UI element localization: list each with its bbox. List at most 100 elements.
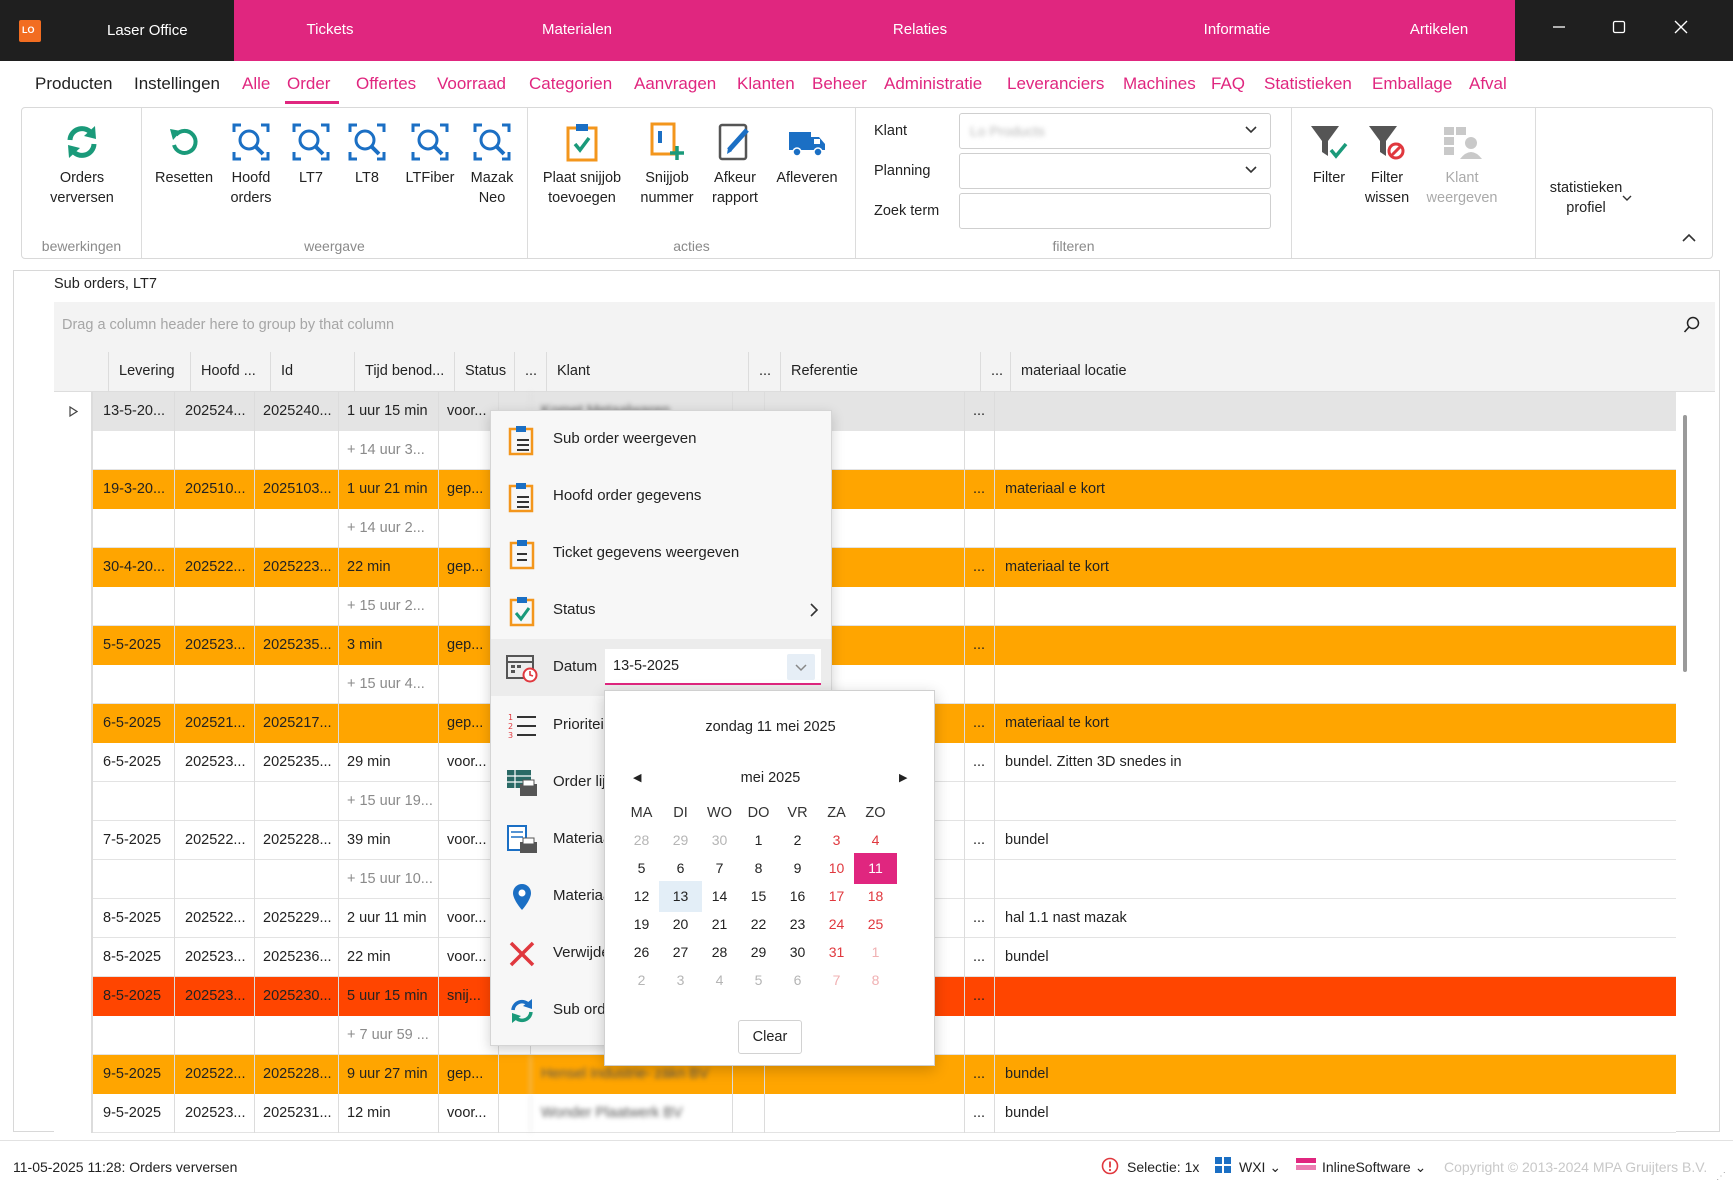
- calendar-day[interactable]: 1: [754, 832, 763, 848]
- menu-item-status[interactable]: Status: [491, 582, 831, 639]
- menu-item-datum[interactable]: Datum 13-5-2025: [491, 639, 831, 696]
- selectie-status[interactable]: Selectie: 1x: [1127, 1159, 1200, 1175]
- row-header[interactable]: [54, 665, 92, 704]
- nav-relaties[interactable]: Relaties: [892, 21, 948, 38]
- nav-informatie[interactable]: Informatie: [1203, 21, 1271, 38]
- calendar-day[interactable]: 3: [832, 832, 841, 848]
- calendar-day[interactable]: 23: [789, 916, 806, 932]
- calendar-day[interactable]: 4: [715, 972, 724, 988]
- afleveren-button[interactable]: Afleveren: [768, 116, 846, 188]
- calendar-day[interactable]: 16: [789, 888, 806, 904]
- menu-klanten[interactable]: Klanten: [737, 74, 795, 93]
- row-header[interactable]: [54, 821, 92, 860]
- col-hoofd[interactable]: Hoofd ...: [190, 352, 270, 392]
- orders-verversen-button[interactable]: Orders verversen: [32, 116, 132, 208]
- snijjob-nummer-button[interactable]: Snijjob nummer: [632, 116, 702, 208]
- col-materiaal-locatie[interactable]: materiaal locatie: [1010, 352, 1680, 392]
- calendar-day[interactable]: 28: [633, 832, 650, 848]
- previous-month-icon[interactable]: ◀: [633, 772, 642, 784]
- calendar-day[interactable]: 27: [672, 944, 689, 960]
- expand-row-icon[interactable]: [69, 406, 78, 417]
- col-dots-2[interactable]: ...: [748, 352, 780, 392]
- menu-producten[interactable]: Producten: [35, 74, 113, 93]
- col-id[interactable]: Id: [270, 352, 354, 392]
- calendar-day[interactable]: 31: [828, 944, 845, 960]
- calendar-day[interactable]: 18: [867, 888, 884, 904]
- calendar-day[interactable]: 6: [676, 860, 685, 876]
- calendar-day[interactable]: 7: [715, 860, 724, 876]
- row-header[interactable]: [54, 470, 92, 509]
- row-header[interactable]: [54, 1094, 92, 1133]
- ltfiber-button[interactable]: LTFiber: [398, 116, 462, 188]
- table-row[interactable]: 19-3-20... 202510... 2025103... 1 uur 21 mi…: [92, 470, 1676, 509]
- row-header[interactable]: [54, 431, 92, 470]
- menu-item-ticket-gegevens[interactable]: Ticket gegevens weergeven: [491, 525, 831, 582]
- datum-input[interactable]: 13-5-2025: [605, 649, 821, 685]
- row-header[interactable]: [54, 977, 92, 1016]
- calendar-day[interactable]: 20: [672, 916, 689, 932]
- col-status[interactable]: Status: [454, 352, 514, 392]
- chevron-down-icon[interactable]: [787, 654, 815, 680]
- clear-button[interactable]: Clear: [738, 1020, 802, 1054]
- row-header[interactable]: [54, 860, 92, 899]
- calendar-day[interactable]: 5: [754, 972, 763, 988]
- col-klant[interactable]: Klant: [546, 352, 748, 392]
- calendar-day[interactable]: 10: [828, 860, 845, 876]
- menu-item-order-lijst[interactable]: Order lijst: [491, 754, 831, 811]
- sub-row[interactable]: + 15 uur 2...: [92, 587, 1676, 626]
- menu-afval[interactable]: Afval: [1469, 74, 1507, 93]
- calendar-day[interactable]: 4: [871, 832, 880, 848]
- menu-machines[interactable]: Machines: [1123, 74, 1196, 93]
- col-tijd[interactable]: Tijd benod...: [354, 352, 454, 392]
- calendar-day[interactable]: 9: [793, 860, 802, 876]
- grid-scrollbar[interactable]: [1683, 415, 1687, 672]
- group-panel[interactable]: Drag a column header here to group by th…: [54, 302, 1715, 352]
- calendar-day[interactable]: 15: [750, 888, 767, 904]
- calendar-day[interactable]: 22: [750, 916, 767, 932]
- filter-wissen-button[interactable]: Filter wissen: [1360, 116, 1414, 208]
- menu-statistieken[interactable]: Statistieken: [1264, 74, 1352, 93]
- menu-item-sub-order-refresh[interactable]: Sub order: [491, 982, 831, 1039]
- plaat-snijjob-toevoegen-button[interactable]: Plaat snijjob toevoegen: [536, 116, 628, 208]
- calendar-day[interactable]: 1: [871, 944, 880, 960]
- menu-administratie[interactable]: Administratie: [884, 74, 983, 93]
- calendar-day[interactable]: 7: [832, 972, 841, 988]
- row-header[interactable]: [54, 1055, 92, 1094]
- next-month-icon[interactable]: ▶: [899, 772, 908, 784]
- nav-materialen[interactable]: Materialen: [541, 21, 613, 38]
- calendar-day[interactable]: 28: [711, 944, 728, 960]
- inline-software-dropdown[interactable]: InlineSoftware ⌄: [1322, 1159, 1427, 1175]
- calendar-day[interactable]: 2: [637, 972, 646, 988]
- collapse-ribbon-icon[interactable]: [1682, 230, 1696, 246]
- table-row[interactable]: 9-5-2025 202523... 2025231... 12 min voor...…: [92, 1094, 1676, 1133]
- menu-alle[interactable]: Alle: [242, 74, 271, 93]
- table-row[interactable]: 13-5-20... 202524... 2025240... 1 uur 15 mi…: [92, 392, 1676, 431]
- calendar-day[interactable]: 24: [828, 916, 845, 932]
- col-dots-1[interactable]: ...: [514, 352, 546, 392]
- menu-categorien[interactable]: Categorien: [529, 74, 613, 93]
- row-header[interactable]: [54, 704, 92, 743]
- menu-order[interactable]: Order: [287, 74, 331, 93]
- calendar-day[interactable]: 21: [711, 916, 728, 932]
- calendar-day[interactable]: 29: [672, 832, 689, 848]
- calendar-day[interactable]: 6: [793, 972, 802, 988]
- row-header[interactable]: [54, 782, 92, 821]
- mazak-neo-button[interactable]: Mazak Neo: [464, 116, 520, 208]
- calendar-day[interactable]: 25: [867, 916, 884, 932]
- table-row[interactable]: 9-5-2025 202522... 2025228... 9 uur 27 min g…: [92, 1055, 1676, 1094]
- klant-select[interactable]: Lo Products: [959, 113, 1271, 149]
- calendar-day[interactable]: 19: [633, 916, 650, 932]
- row-header[interactable]: [54, 392, 92, 431]
- table-row[interactable]: 5-5-2025 202523... 2025235... 3 min gep.....…: [92, 626, 1676, 665]
- calendar-day[interactable]: 14: [711, 888, 728, 904]
- menu-instellingen[interactable]: Instellingen: [134, 74, 221, 93]
- statistieken-profiel-button[interactable]: statistieken profiel: [1549, 180, 1623, 216]
- lt7-button[interactable]: LT7: [286, 116, 336, 188]
- maximize-icon[interactable]: [1609, 18, 1629, 38]
- calendar-day[interactable]: 30: [789, 944, 806, 960]
- calendar-day[interactable]: 17: [828, 888, 845, 904]
- calendar-day[interactable]: 11: [854, 853, 897, 884]
- menu-item-sub-order-weergeven[interactable]: Sub order weergeven: [491, 411, 831, 468]
- menu-item-materiaal-print[interactable]: Materiaal: [491, 811, 831, 868]
